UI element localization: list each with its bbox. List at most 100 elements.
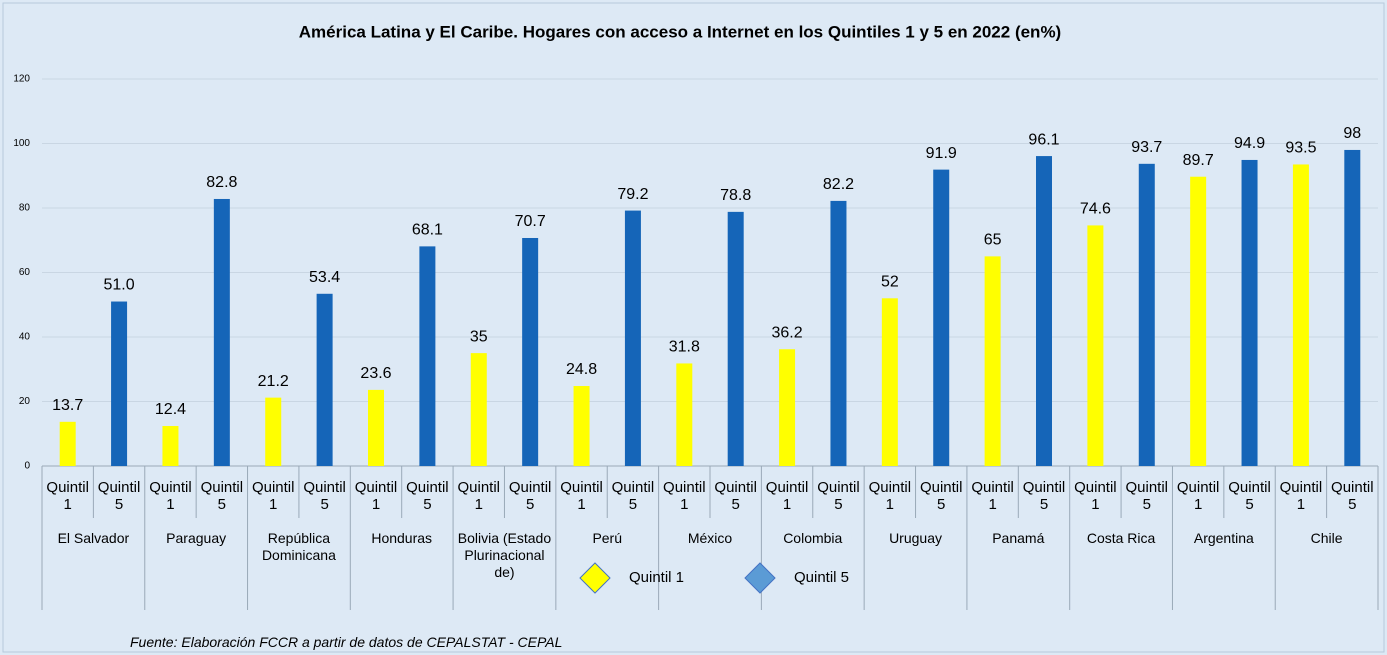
bar (59, 421, 76, 466)
bar (162, 426, 179, 466)
sub-category-label: Quintil 1 (1279, 479, 1323, 513)
bar (676, 363, 693, 466)
category-label: Colombia (783, 530, 843, 546)
category-label: Panamá (992, 530, 1045, 546)
bar (727, 211, 744, 466)
sub-category-label: Quintil 5 (303, 479, 346, 513)
bar (624, 210, 641, 466)
sub-category-label: Quintil 5 (508, 479, 552, 513)
data-label: 89.7 (1183, 152, 1214, 169)
bar (522, 237, 539, 466)
source-note: Fuente: Elaboración FCCR a partir de dat… (130, 634, 563, 650)
data-label: 13.7 (52, 397, 83, 414)
bar (881, 298, 898, 466)
category-label: Honduras (371, 530, 433, 546)
bar (470, 353, 487, 466)
y-tick-label: 60 (19, 267, 31, 278)
data-label: 79.2 (617, 186, 648, 203)
data-label: 94.9 (1234, 135, 1265, 152)
legend-label: Quintil 1 (629, 569, 684, 586)
bar (1241, 159, 1258, 466)
data-label: 93.5 (1285, 140, 1316, 157)
sub-category-label: Quintil 1 (765, 479, 809, 513)
bar (1344, 149, 1361, 466)
bar (830, 200, 847, 466)
category-label: México (687, 530, 733, 546)
data-label: 31.8 (669, 339, 700, 356)
sub-category-label: Quintil 5 (1331, 479, 1374, 513)
sub-category-label: Quintil 5 (714, 479, 757, 513)
sub-category-label: Quintil 1 (457, 479, 501, 513)
bar (368, 389, 384, 466)
sub-category-label: Quintil 5 (1022, 479, 1066, 513)
bar (573, 386, 590, 466)
bar (984, 256, 1001, 466)
category-label: Perú (592, 530, 623, 546)
data-label: 65 (984, 232, 1002, 249)
category-label: Argentina (1193, 530, 1254, 546)
sub-category-label: Quintil 1 (354, 479, 398, 513)
sub-category-label: Quintil 1 (149, 479, 192, 513)
chart-title: América Latina y El Caribe. Hogares con … (299, 22, 1061, 41)
bar (213, 198, 230, 466)
data-label: 35 (470, 328, 488, 345)
sub-category-label: Quintil 5 (611, 479, 655, 513)
sub-category-label: Quintil 5 (919, 479, 963, 513)
sub-category-label: Quintil 1 (560, 479, 603, 513)
data-label: 12.4 (155, 401, 186, 418)
data-label: 78.8 (720, 187, 751, 204)
sub-category-label: Quintil 1 (663, 479, 706, 513)
data-label: 53.4 (309, 269, 340, 286)
bar (265, 397, 282, 466)
y-tick-label: 100 (13, 138, 30, 149)
data-label: 96.1 (1028, 131, 1059, 148)
data-label: 82.8 (206, 174, 237, 191)
bar (1087, 225, 1104, 466)
category-label: Paraguay (166, 530, 227, 546)
sub-category-label: Quintil 1 (1176, 479, 1220, 513)
bar (1036, 156, 1052, 466)
data-label: 21.2 (258, 373, 289, 390)
sub-category-label: Quintil 1 (1074, 479, 1117, 513)
data-label: 93.7 (1131, 139, 1162, 156)
data-label: 51.0 (104, 277, 135, 294)
sub-category-label: Quintil 5 (817, 479, 860, 513)
bar (419, 246, 436, 466)
bar (1190, 176, 1207, 466)
legend-marker (744, 562, 776, 594)
category-label: Chile (1310, 530, 1343, 546)
data-label: 24.8 (566, 361, 597, 378)
sub-category-label: Quintil 1 (251, 479, 295, 513)
y-tick-label: 0 (24, 461, 30, 472)
data-label: 74.6 (1080, 201, 1111, 218)
bar (316, 293, 333, 466)
y-tick-label: 120 (13, 74, 30, 85)
sub-category-label: Quintil 1 (868, 479, 912, 513)
sub-category-label: Quintil 5 (1228, 479, 1271, 513)
legend-marker (579, 562, 611, 594)
data-label: 36.2 (772, 324, 803, 341)
sub-category-label: Quintil 5 (97, 479, 141, 513)
category-label: El Salvador (57, 530, 130, 546)
legend-label: Quintil 5 (794, 569, 849, 586)
y-tick-label: 40 (19, 332, 31, 343)
data-label: 82.2 (823, 176, 854, 193)
sub-category-label: Quintil 5 (406, 479, 449, 513)
y-tick-label: 80 (19, 203, 31, 214)
data-label: 23.6 (360, 365, 391, 382)
bar (111, 301, 128, 466)
category-label: República Dominicana (261, 530, 336, 563)
bar (933, 169, 950, 466)
category-label: Uruguay (889, 530, 942, 546)
data-label: 98 (1343, 125, 1361, 142)
bar (1292, 164, 1309, 466)
sub-category-label: Quintil 1 (46, 479, 89, 513)
sub-category-label: Quintil 5 (1125, 479, 1169, 513)
sub-category-label: Quintil 5 (200, 479, 244, 513)
data-label: 52 (881, 274, 899, 291)
sub-category-label: Quintil 1 (971, 479, 1014, 513)
bar (1138, 163, 1155, 466)
